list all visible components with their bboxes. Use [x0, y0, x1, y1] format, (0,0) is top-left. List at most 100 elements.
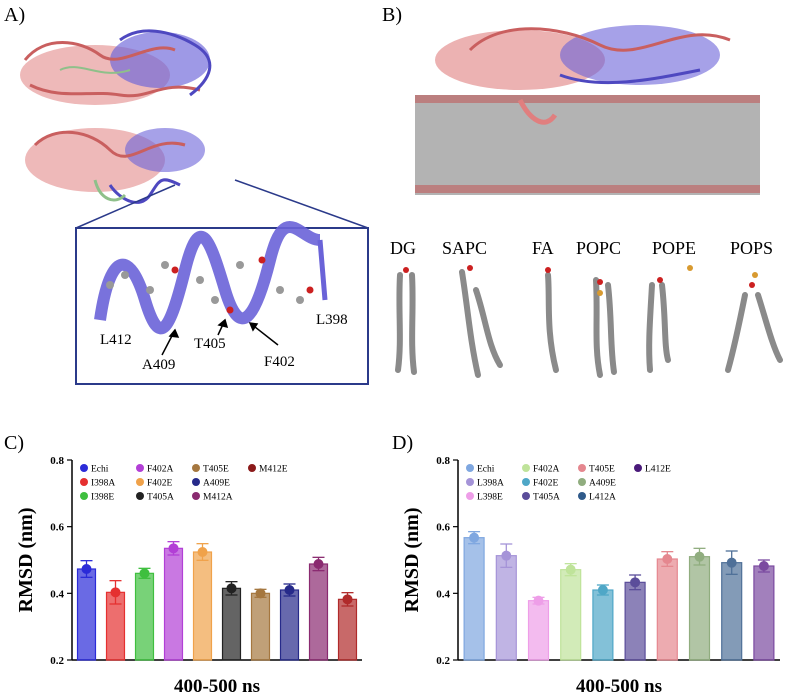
chart-c-point: [139, 568, 150, 579]
chart-d-point: [662, 554, 673, 564]
chart-d-point: [597, 585, 608, 595]
chart-d-ylabel: RMSD (nm): [401, 508, 423, 613]
chart-c-legend-label: A409E: [203, 479, 230, 489]
chart-d-bar-f402e: [592, 589, 614, 661]
chart-c-legend-label: F402A: [147, 465, 174, 475]
chart-c-legend-label: T405E: [203, 465, 229, 475]
chart-c-point: [81, 564, 92, 574]
chart-d-legend-label: L412A: [589, 493, 616, 503]
chart-c-legend-label: I398E: [91, 493, 114, 503]
chart-c-legend-marker: [192, 478, 200, 486]
molecule-label-pope: POPE: [652, 238, 697, 258]
chart-d-legend-label: T405A: [533, 493, 560, 503]
chart-c-legend-marker: [80, 464, 88, 472]
chart-c-legend-label: M412E: [259, 465, 288, 475]
chart-d-legend-label: L412E: [645, 465, 671, 475]
chart-d-legend-marker: [578, 478, 586, 486]
residue-label-t405: T405: [194, 336, 226, 352]
chart-d-bar-echi: [463, 537, 485, 661]
chart-d-xlabel: 400-500 ns: [576, 676, 662, 692]
chart-c-xlabel: 400-500 ns: [174, 676, 260, 692]
chart-c-legend-marker: [136, 464, 144, 472]
chart-d-bar-t405e: [656, 558, 678, 661]
chart-d-legend-label: F402A: [533, 465, 560, 475]
chart-d-bar-f402a: [560, 569, 582, 661]
chart-c-legend-marker: [136, 492, 144, 500]
chart-c-point: [226, 583, 237, 594]
chart-d-point: [533, 595, 544, 606]
chart-d-legend-marker: [634, 464, 642, 472]
panel-label-a: A): [4, 4, 26, 26]
chart-c-legend-marker: [248, 464, 256, 472]
chart-d-bar-a409e: [688, 556, 711, 661]
chart-c-ylabel: RMSD (nm): [15, 508, 37, 613]
chart-c-y-tick-label: 0.6: [50, 522, 64, 534]
chart-d-legend-label: L398E: [477, 493, 503, 503]
chart-c-y-tick-label: 0.4: [50, 588, 64, 600]
chart-c-legend-label: M412A: [203, 493, 233, 503]
chart-c-point: [168, 543, 179, 554]
chart-d-point: [726, 557, 737, 568]
chart-d-legend-label: F402E: [533, 479, 559, 489]
chart-c-point: [284, 585, 295, 595]
chart-d-point: [501, 550, 512, 561]
chart-c-y-tick-label: 0.2: [50, 655, 64, 667]
chart-c-y-tick-label: 0.8: [50, 455, 64, 467]
chart-d-legend-marker: [522, 478, 530, 486]
molecule-label-sapc: SAPC: [442, 238, 488, 258]
chart-d-legend-label: L398A: [477, 479, 504, 489]
panel-label-d: D): [392, 432, 414, 454]
chart-d-legend-marker: [466, 464, 474, 472]
chart-d-legend-marker: [522, 492, 530, 500]
chart-c-point: [110, 587, 121, 598]
chart-d-legend-marker: [466, 492, 474, 500]
chart-c-legend-marker: [136, 478, 144, 486]
chart-d-point: [694, 551, 705, 562]
molecular-figures: [20, 25, 783, 385]
molecule-label-fa: FA: [532, 238, 554, 258]
chart-d-bar-l412e: [753, 565, 775, 661]
chart-c-point: [313, 559, 324, 569]
chart-d-legend-label: A409E: [589, 479, 616, 489]
molecule-label-pops: POPS: [730, 238, 774, 258]
chart-c-legend-label: I398A: [91, 479, 115, 489]
residue-label-l412: L412: [100, 332, 132, 348]
chart-c-legend-label: T405A: [147, 493, 174, 503]
chart-d-legend-marker: [578, 492, 586, 500]
chart-c-point: [197, 547, 208, 557]
chart-c-legend-marker: [192, 492, 200, 500]
chart-d-bar-t405a: [624, 581, 646, 661]
helix-segment: [94, 221, 328, 335]
chart-d-bar-l398e: [527, 600, 550, 661]
chart-d-legend-marker: [578, 464, 586, 472]
residue-label-f402: F402: [264, 354, 295, 370]
chart-d-y-tick-label: 0.8: [436, 455, 450, 467]
chart-d-y-tick-label: 0.6: [436, 522, 450, 534]
chart-d-legend-marker: [522, 464, 530, 472]
membrane-system: [415, 25, 760, 195]
chart-d-y-tick-label: 0.4: [436, 588, 450, 600]
chart-d-legend-label: Echi: [477, 465, 495, 475]
chart-d-legend-marker: [466, 478, 474, 486]
chart-c-legend-marker: [80, 492, 88, 500]
chart-c-legend-marker: [192, 464, 200, 472]
chart-d-y-tick-label: 0.2: [436, 655, 450, 667]
residue-label-l398: L398: [316, 312, 348, 328]
chart-c-point: [255, 588, 266, 599]
protein-view-top: [20, 29, 212, 105]
lipid-molecules: [395, 269, 783, 378]
protein-view-side: [25, 128, 205, 204]
residue-label-a409: A409: [142, 357, 176, 373]
chart-d-bar-l412a: [721, 562, 743, 661]
chart-d-legend-label: T405E: [589, 465, 615, 475]
molecule-label-dg: DG: [390, 238, 416, 258]
panel-label-b: B): [382, 4, 402, 26]
chart-c-legend-marker: [80, 478, 88, 486]
chart-d-bar-l398a: [495, 555, 517, 661]
chart-d-point: [565, 564, 576, 575]
molecule-label-popc: POPC: [576, 238, 622, 258]
panel-label-c: C): [4, 432, 24, 454]
chart-d-point: [469, 532, 480, 543]
